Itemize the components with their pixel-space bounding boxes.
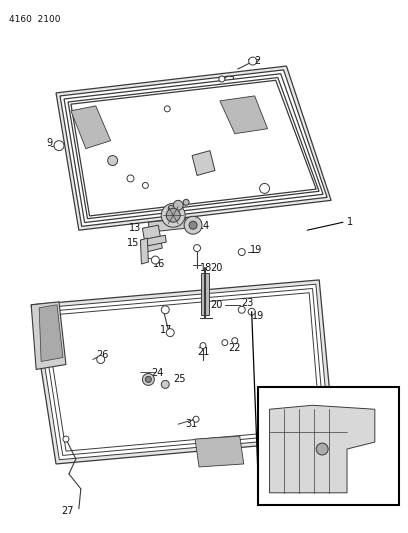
Circle shape [259,183,270,193]
Polygon shape [71,80,316,216]
Text: 23: 23 [242,298,254,308]
Circle shape [189,221,197,229]
Text: 25: 25 [173,374,186,384]
Text: 15: 15 [126,238,139,248]
Polygon shape [31,302,66,369]
Circle shape [316,443,328,455]
Polygon shape [270,405,375,493]
Text: 6: 6 [131,179,137,189]
Text: 13: 13 [129,223,141,233]
Circle shape [168,205,174,211]
Text: 16: 16 [153,259,166,269]
Text: 1: 1 [347,217,353,227]
Text: 9: 9 [270,181,276,190]
Polygon shape [56,66,331,230]
Bar [201,273,209,315]
Polygon shape [149,218,186,232]
Text: 27: 27 [61,506,73,516]
Text: 31: 31 [185,419,197,429]
Circle shape [142,374,154,385]
Circle shape [151,256,159,264]
Text: 4: 4 [208,91,214,101]
Text: 20: 20 [210,263,222,273]
Text: 24: 24 [151,368,164,378]
Text: 19: 19 [252,311,264,321]
Polygon shape [195,436,244,467]
Circle shape [166,208,180,222]
Polygon shape [140,235,166,247]
Polygon shape [68,78,319,219]
Polygon shape [71,106,111,149]
Circle shape [54,141,64,151]
Circle shape [142,182,149,188]
Polygon shape [31,280,334,464]
Polygon shape [40,288,325,455]
Bar [257,387,399,505]
Polygon shape [192,151,215,175]
Text: 8: 8 [101,155,107,165]
Circle shape [248,308,255,315]
Text: 19: 19 [250,245,262,255]
Circle shape [164,106,170,112]
Text: 26: 26 [97,350,109,360]
Text: 29: 29 [371,402,383,412]
Circle shape [173,200,183,211]
Circle shape [184,216,202,234]
Text: 10: 10 [144,191,156,201]
Text: 14: 14 [198,221,210,231]
Circle shape [238,306,245,313]
Text: 3: 3 [228,76,234,86]
Circle shape [249,57,257,65]
Text: 28: 28 [259,492,272,502]
Polygon shape [64,74,323,222]
Circle shape [200,343,206,349]
Text: 2: 2 [255,56,261,66]
Circle shape [161,306,169,314]
Circle shape [166,329,174,337]
Text: 5: 5 [216,151,222,160]
Polygon shape [140,238,149,264]
Circle shape [63,436,69,442]
Text: 7: 7 [172,103,178,113]
Text: 4160  2100: 4160 2100 [9,15,61,24]
Circle shape [183,199,189,205]
Text: 11: 11 [165,185,177,196]
Text: 20: 20 [210,300,222,310]
Text: 21: 21 [197,346,209,357]
Polygon shape [39,305,63,361]
Circle shape [222,340,228,345]
Circle shape [108,156,118,166]
Circle shape [232,337,238,344]
Circle shape [97,356,105,364]
Polygon shape [45,293,320,451]
Circle shape [219,76,225,82]
Polygon shape [60,70,327,227]
Circle shape [145,376,151,382]
Polygon shape [220,96,268,134]
Text: 12: 12 [183,198,195,208]
Text: 22: 22 [228,343,240,352]
Polygon shape [36,284,330,459]
Polygon shape [142,225,162,252]
Text: 17: 17 [160,325,173,335]
Text: 30: 30 [369,386,381,397]
Text: 9: 9 [46,138,52,148]
Text: 18: 18 [200,263,212,273]
Circle shape [161,203,185,227]
Circle shape [193,245,200,252]
Circle shape [127,175,134,182]
Circle shape [238,248,245,255]
Circle shape [161,381,169,389]
Circle shape [193,416,199,422]
